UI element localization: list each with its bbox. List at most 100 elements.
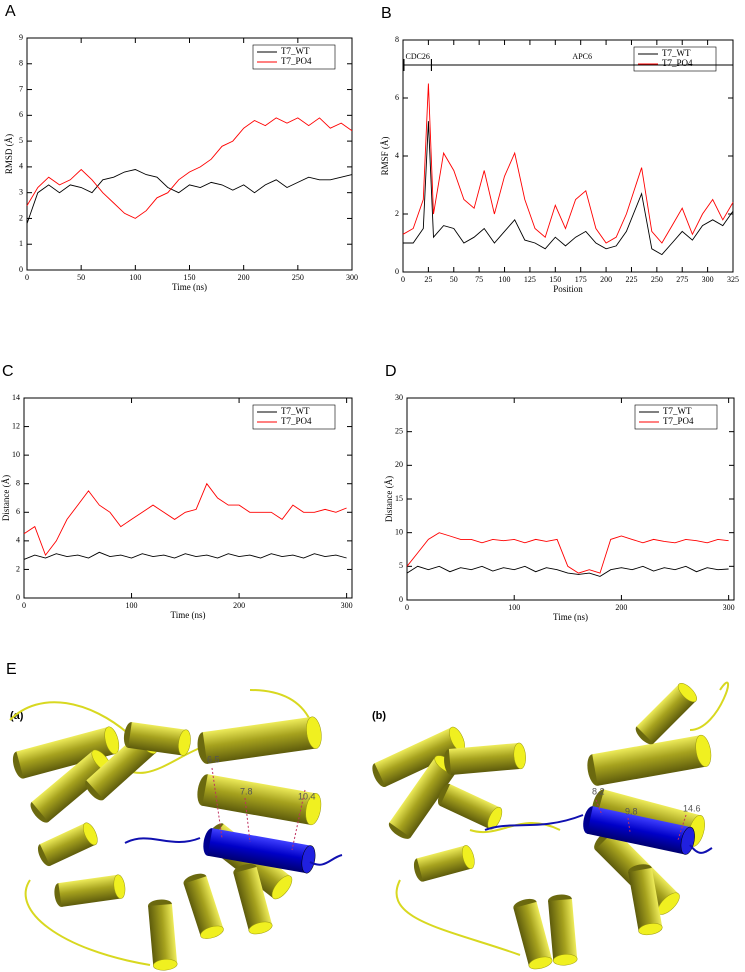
- peptide-coil: [484, 814, 713, 854]
- y-tick-label: 1: [19, 239, 23, 248]
- helix: [587, 734, 712, 786]
- helix-cap: [248, 921, 273, 935]
- panel-label: A: [5, 3, 16, 20]
- x-tick-label: 125: [524, 275, 536, 284]
- y-tick-label: 8: [16, 479, 20, 488]
- series-line: [406, 532, 729, 574]
- x-tick-label: 250: [651, 275, 663, 284]
- helix: [635, 683, 697, 745]
- helix-body: [416, 845, 472, 882]
- distance-line: [244, 797, 251, 843]
- distance-label: 9.8: [625, 806, 638, 816]
- helix-body: [233, 866, 273, 932]
- structure-label: (b): [372, 710, 386, 722]
- x-axis-label: Time (ns): [553, 612, 588, 622]
- helix: [183, 873, 224, 939]
- y-tick-label: 6: [19, 110, 23, 119]
- y-tick-label: 3: [19, 187, 23, 196]
- helix-body: [39, 822, 96, 866]
- distance-label: 8.2: [592, 786, 605, 796]
- x-tick-label: 0: [25, 273, 29, 282]
- legend-label: T7_WT: [281, 406, 310, 416]
- y-tick-label: 2: [16, 564, 20, 573]
- x-axis-label: Time (ns): [172, 282, 207, 292]
- structures: [9, 681, 729, 971]
- helix-cap: [461, 845, 475, 869]
- structure-label: (a): [10, 710, 24, 722]
- y-axis-label: RMSF (Å): [380, 137, 390, 176]
- y-tick-label: 6: [395, 93, 399, 102]
- x-tick-label: 100: [129, 273, 141, 282]
- x-tick-label: 50: [77, 273, 85, 282]
- helix: [12, 726, 120, 779]
- helix-cap: [113, 874, 126, 899]
- distance-line: [595, 799, 603, 816]
- helix-cap: [301, 845, 316, 874]
- distance-label: 7.8: [240, 786, 253, 796]
- legend-label: T7_WT: [281, 46, 310, 56]
- distance-label: 6.5: [207, 754, 220, 764]
- y-tick-label: 30: [395, 393, 403, 402]
- legend-label: T7_PO4: [663, 416, 694, 426]
- helix-body: [86, 733, 156, 800]
- helix-cap: [638, 923, 663, 936]
- helix-cap: [83, 822, 98, 846]
- x-tick-label: 50: [450, 275, 458, 284]
- helix-cap: [178, 729, 191, 756]
- y-tick-label: 8: [19, 59, 23, 68]
- helix: [548, 894, 578, 966]
- helix: [233, 863, 273, 935]
- legend-box: [634, 404, 718, 430]
- helix: [37, 822, 98, 867]
- plot-frame: [23, 397, 353, 599]
- helix-body: [202, 716, 317, 764]
- y-tick-label: 8: [395, 35, 399, 44]
- series-line: [23, 551, 347, 560]
- helix: [54, 874, 126, 907]
- helix-body: [183, 876, 224, 937]
- helix-body: [636, 684, 696, 744]
- helix: [148, 899, 178, 971]
- x-tick-label: 300: [341, 601, 353, 610]
- y-tick-label: 0: [399, 595, 403, 604]
- helix: [197, 774, 322, 826]
- x-tick-label: 275: [676, 275, 688, 284]
- helix-body: [207, 828, 311, 874]
- x-tick-label: 100: [126, 601, 138, 610]
- y-tick-label: 15: [395, 494, 403, 503]
- y-tick-label: 10: [395, 527, 403, 536]
- y-tick-label: 2: [395, 209, 399, 218]
- y-tick-label: 5: [399, 561, 403, 570]
- x-tick-label: 300: [346, 273, 358, 282]
- x-tick-label: 225: [625, 275, 637, 284]
- y-tick-label: 0: [395, 267, 399, 276]
- legend-label: T7_PO4: [281, 56, 312, 66]
- helix-body: [548, 898, 578, 961]
- helix: [123, 722, 191, 756]
- helix-body: [374, 727, 463, 787]
- coil: [9, 689, 311, 966]
- helix-cap: [306, 716, 322, 749]
- x-tick-label: 300: [702, 275, 714, 284]
- helix-cap: [677, 683, 697, 703]
- helix: [628, 864, 663, 936]
- x-tick-label: 150: [184, 273, 196, 282]
- helix-body: [202, 774, 317, 825]
- y-tick-label: 6: [16, 507, 20, 516]
- peptide-coil: [124, 837, 343, 866]
- plot-frame: [26, 37, 353, 271]
- helix-end: [635, 725, 655, 745]
- helix-body: [592, 735, 707, 786]
- helix: [203, 828, 316, 874]
- helix-body: [148, 903, 178, 966]
- y-tick-label: 9: [19, 33, 23, 42]
- helix: [513, 898, 553, 970]
- x-tick-label: 0: [22, 601, 26, 610]
- helix-body: [389, 757, 457, 838]
- helix-body: [587, 806, 691, 855]
- helix-cap: [305, 793, 322, 826]
- y-tick-label: 14: [12, 393, 20, 402]
- helix: [444, 742, 526, 775]
- x-tick-label: 100: [508, 603, 520, 612]
